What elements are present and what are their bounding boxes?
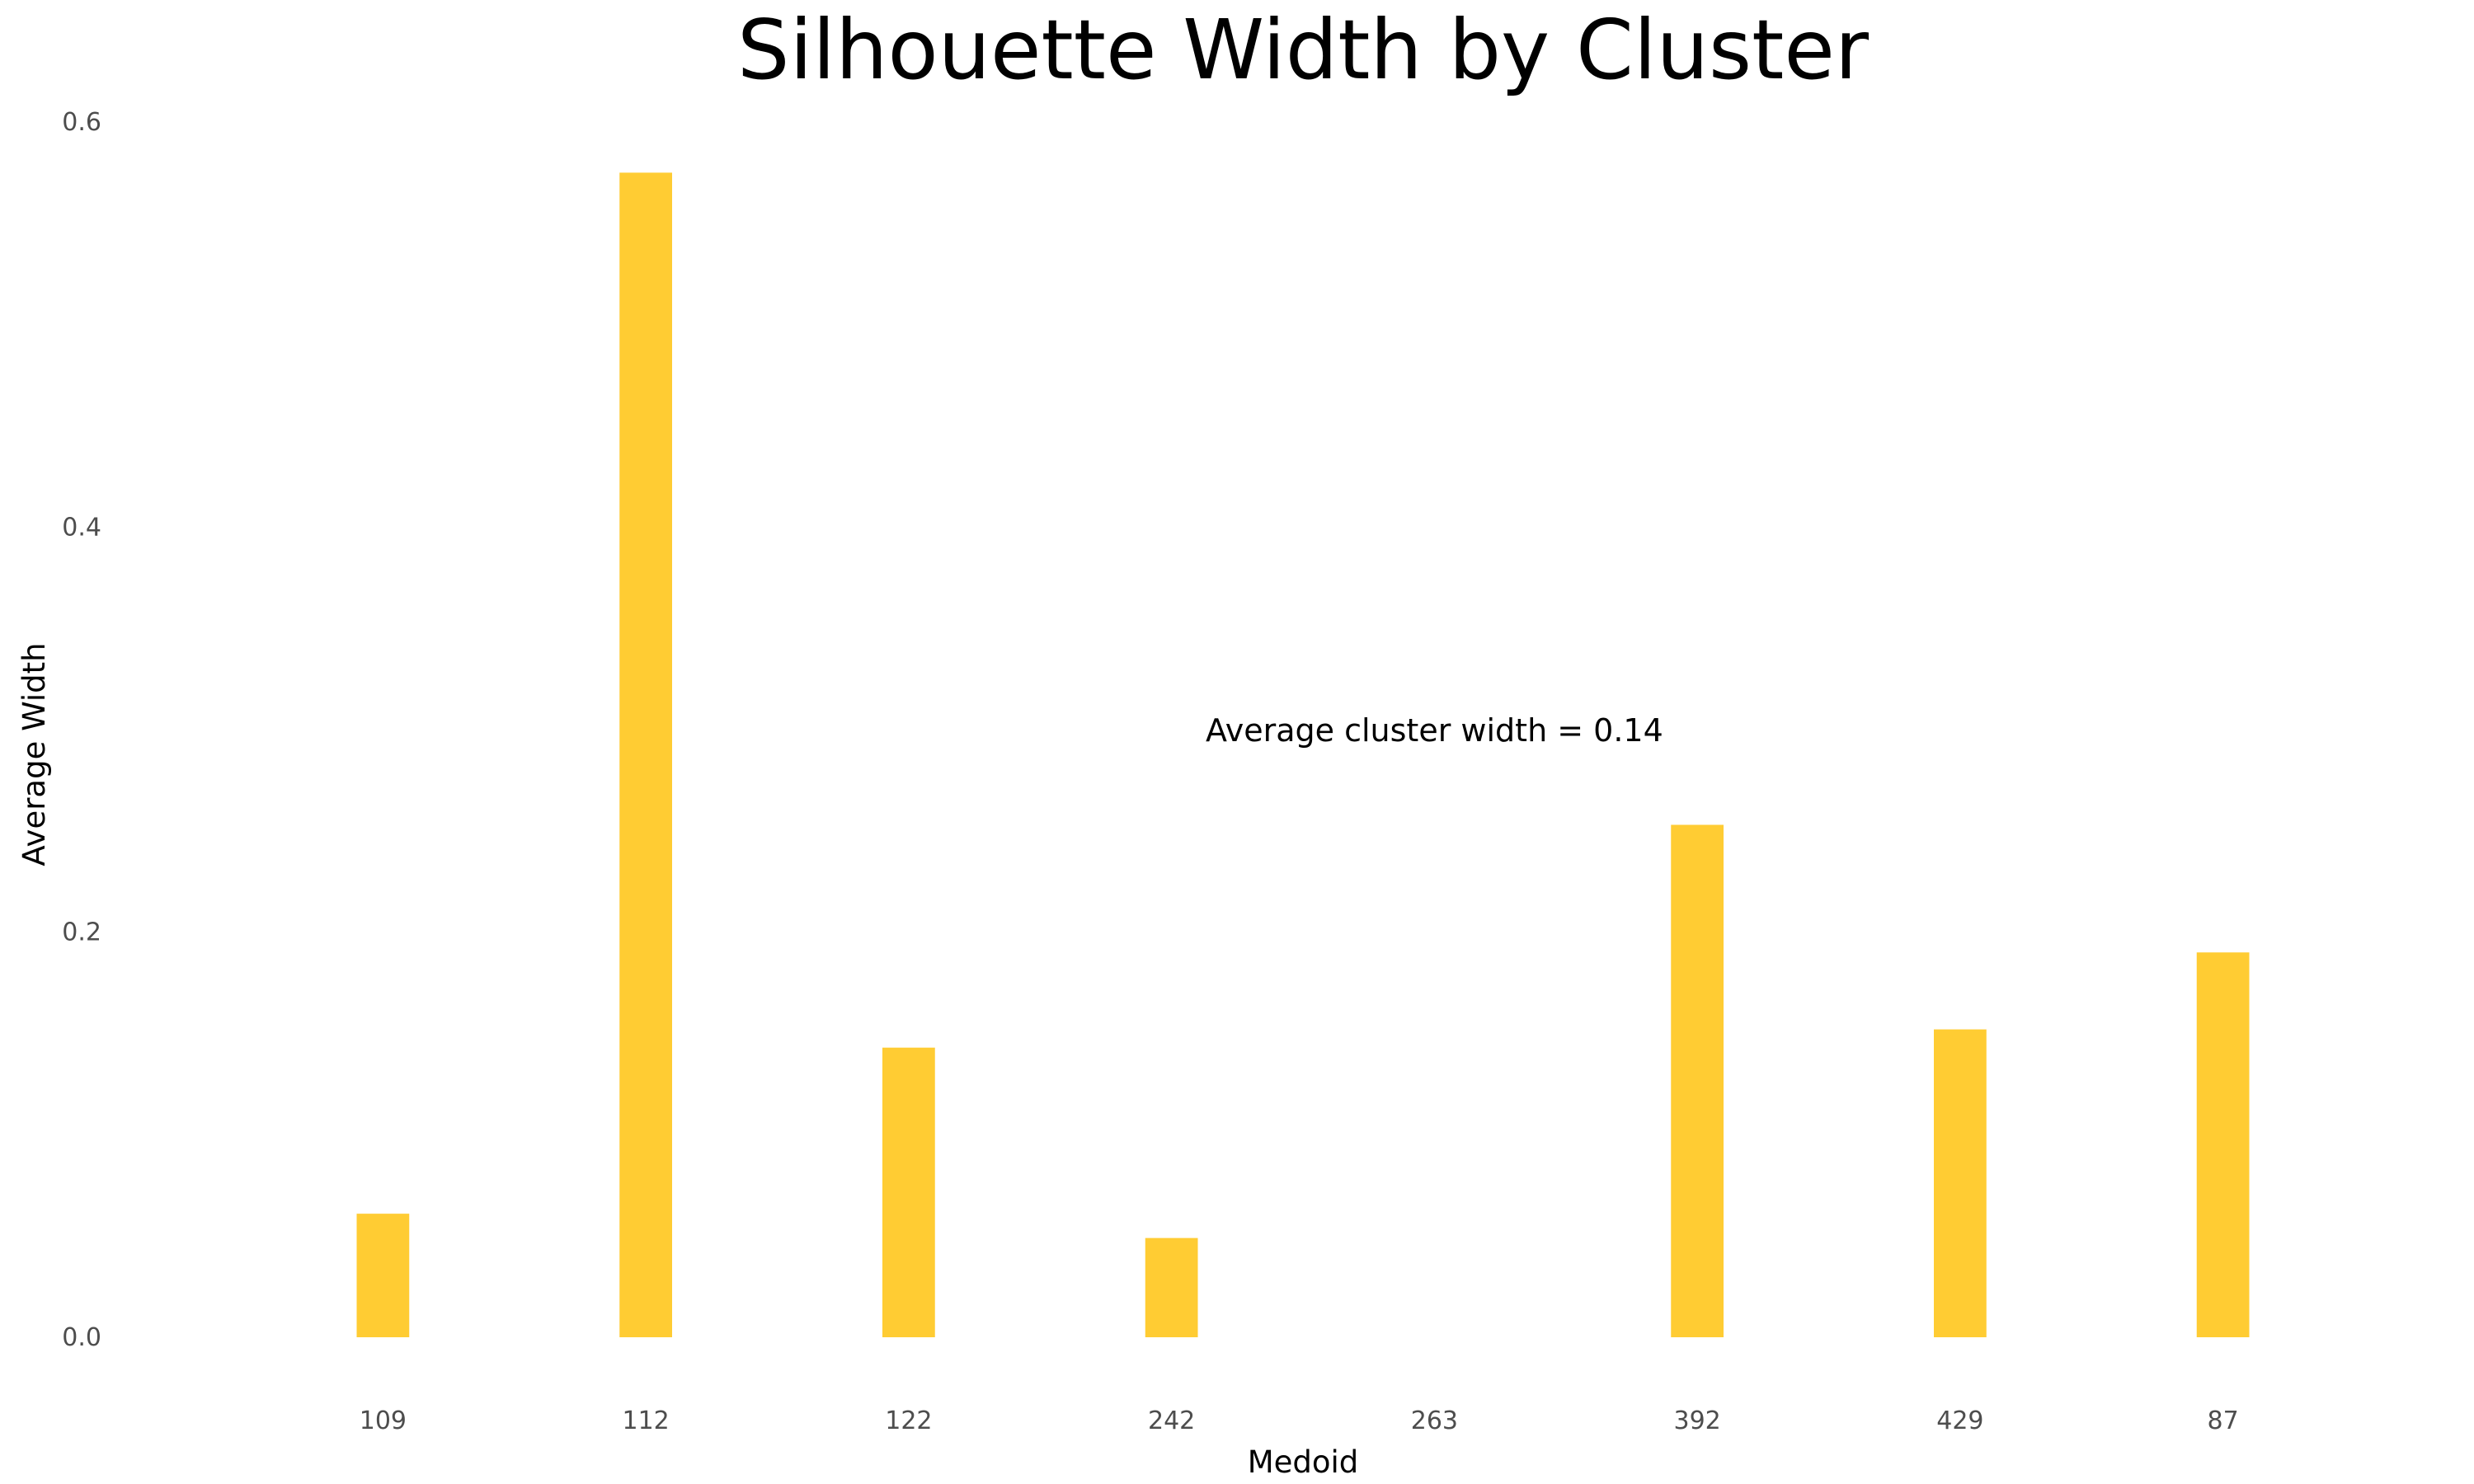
x-axis-ticks: 109 112 122 242 263 392 429 87 xyxy=(360,1407,2239,1435)
y-tick-label: 0.2 xyxy=(62,918,101,947)
x-tick-label: 109 xyxy=(360,1407,407,1435)
x-axis-title: Medoid xyxy=(1248,1444,1359,1480)
bar-392 xyxy=(1671,824,1724,1337)
y-tick-label: 0.4 xyxy=(62,513,101,542)
x-tick-label: 122 xyxy=(885,1407,932,1435)
x-tick-label: 112 xyxy=(622,1407,669,1435)
x-tick-label: 263 xyxy=(1411,1407,1458,1435)
x-tick-label: 87 xyxy=(2208,1407,2239,1435)
bar-112 xyxy=(619,172,672,1338)
bar-109 xyxy=(356,1214,410,1337)
x-tick-label: 242 xyxy=(1148,1407,1195,1435)
y-tick-label: 0.6 xyxy=(62,108,101,137)
y-axis-title: Average Width xyxy=(16,642,52,866)
chart-title: Silhouette Width by Cluster xyxy=(737,2,1870,98)
y-tick-label: 0.0 xyxy=(62,1323,101,1352)
annotation-average-width: Average cluster width = 0.14 xyxy=(1206,712,1663,749)
bar-242 xyxy=(1145,1237,1198,1337)
bars xyxy=(356,172,2250,1338)
bar-122 xyxy=(882,1047,935,1337)
y-axis-ticks: 0.0 0.2 0.4 0.6 xyxy=(62,108,101,1352)
bar-429 xyxy=(1934,1029,1987,1337)
x-tick-label: 429 xyxy=(1936,1407,1983,1435)
bar-87 xyxy=(2196,952,2250,1337)
x-tick-label: 392 xyxy=(1673,1407,1720,1435)
